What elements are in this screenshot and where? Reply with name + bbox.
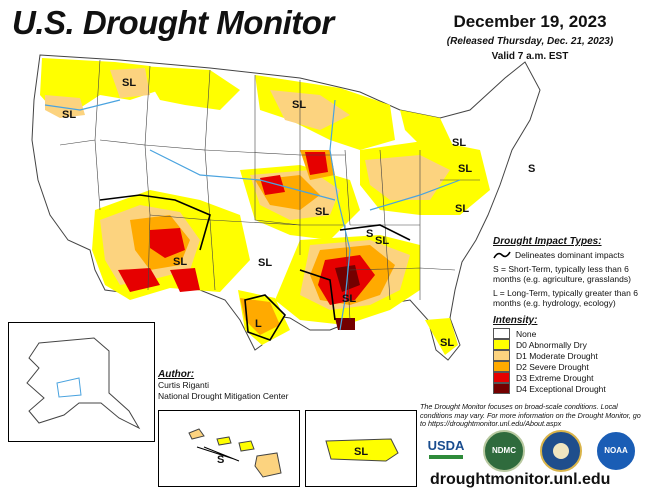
- label-puerto-rico: SL: [354, 446, 368, 458]
- impact-long-term: L = Long-Term, typically greater than 6 …: [493, 288, 638, 308]
- legend-label: D1 Moderate Drought: [516, 350, 598, 361]
- label-tennessee: S: [366, 228, 373, 240]
- ndmc-logo: NDMC: [483, 430, 525, 472]
- label-montana: SL: [122, 77, 136, 89]
- label-west-nw: SL: [62, 109, 76, 121]
- alaska-inset: [8, 322, 155, 442]
- author-block: Author: Curtis Riganti National Drought …: [158, 369, 288, 402]
- legend-item: D3 Extreme Drought: [493, 372, 643, 383]
- legend-swatch-d1: [493, 350, 510, 361]
- rivers: [44, 99, 461, 331]
- legend-label: None: [516, 328, 537, 339]
- ndmc-logo-text: NDMC: [492, 446, 516, 455]
- legend-label: D0 Abnormally Dry: [516, 339, 587, 350]
- state-borders: [59, 59, 480, 321]
- impact-short-term: S = Short-Term, typically less than 6 mo…: [493, 264, 631, 284]
- hawaii-inset: S: [158, 410, 300, 487]
- usda-logo-text: USDA: [427, 438, 465, 453]
- legend-swatch-d4: [493, 383, 510, 394]
- legend-item: D1 Moderate Drought: [493, 350, 643, 361]
- author-org: National Drought Mitigation Center: [158, 391, 289, 401]
- legend-swatch-d0: [493, 339, 510, 350]
- label-new-mexico: SL: [173, 256, 187, 268]
- noaa-logo: NOAA: [595, 430, 637, 472]
- hawaii-map: S: [188, 428, 282, 478]
- legend-label: D4 Exceptional Drought: [516, 383, 606, 394]
- alaska-map: [26, 337, 141, 430]
- map-date: December 19, 2023: [453, 12, 607, 31]
- label-tennessee-2: SL: [375, 235, 389, 247]
- label-pennsylvania: SL: [458, 163, 472, 175]
- puerto-rico-map: SL: [325, 438, 399, 462]
- impact-boundaries: [99, 194, 411, 341]
- legend-swatch-d2: [493, 361, 510, 372]
- impact-delineates: Delineates dominant impacts: [515, 250, 625, 260]
- label-hawaii: S: [217, 454, 224, 466]
- legend-heading: Intensity:: [493, 315, 538, 326]
- usda-logo: USDA: [425, 430, 467, 468]
- boundary-line-icon: [493, 251, 511, 259]
- doc-logo: [540, 430, 582, 472]
- noaa-logo-text: NOAA: [604, 446, 628, 455]
- impact-types: Drought Impact Types: Delineates dominan…: [493, 236, 643, 312]
- legend-label: D3 Extreme Drought: [516, 372, 594, 383]
- legend-item: D4 Exceptional Drought: [493, 383, 643, 394]
- legend-swatch-none: [493, 328, 510, 339]
- intensity-legend: Intensity: None D0 Abnormally Dry D1 Mod…: [493, 315, 643, 394]
- map-title: U.S. Drought Monitor: [12, 4, 334, 41]
- legend-item: D2 Severe Drought: [493, 361, 643, 372]
- label-michigan: SL: [452, 137, 466, 149]
- author-heading: Author:: [158, 369, 195, 380]
- puerto-rico-inset: SL: [305, 410, 417, 487]
- label-east: S: [528, 163, 535, 175]
- label-kansas: SL: [315, 206, 329, 218]
- label-texas: L: [255, 318, 262, 330]
- label-louisiana: SL: [342, 293, 356, 305]
- legend-item: None: [493, 328, 643, 339]
- legend-item: D0 Abnormally Dry: [493, 339, 643, 350]
- disclaimer-note: The Drought Monitor focuses on broad-sca…: [420, 402, 641, 428]
- label-oklahoma: SL: [258, 257, 272, 269]
- impact-heading: Drought Impact Types:: [493, 236, 602, 247]
- label-virginia: SL: [455, 203, 469, 215]
- website-link[interactable]: droughtmonitor.unl.edu: [430, 471, 611, 488]
- valid-time: Valid 7 a.m. EST: [491, 51, 569, 62]
- legend-label: D2 Severe Drought: [516, 361, 589, 372]
- legend-swatch-d3: [493, 372, 510, 383]
- release-note: (Released Thursday, Dec. 21, 2023): [446, 36, 614, 47]
- label-florida: SL: [440, 337, 454, 349]
- author-name: Curtis Riganti: [158, 380, 210, 390]
- label-minnesota: SL: [292, 99, 306, 111]
